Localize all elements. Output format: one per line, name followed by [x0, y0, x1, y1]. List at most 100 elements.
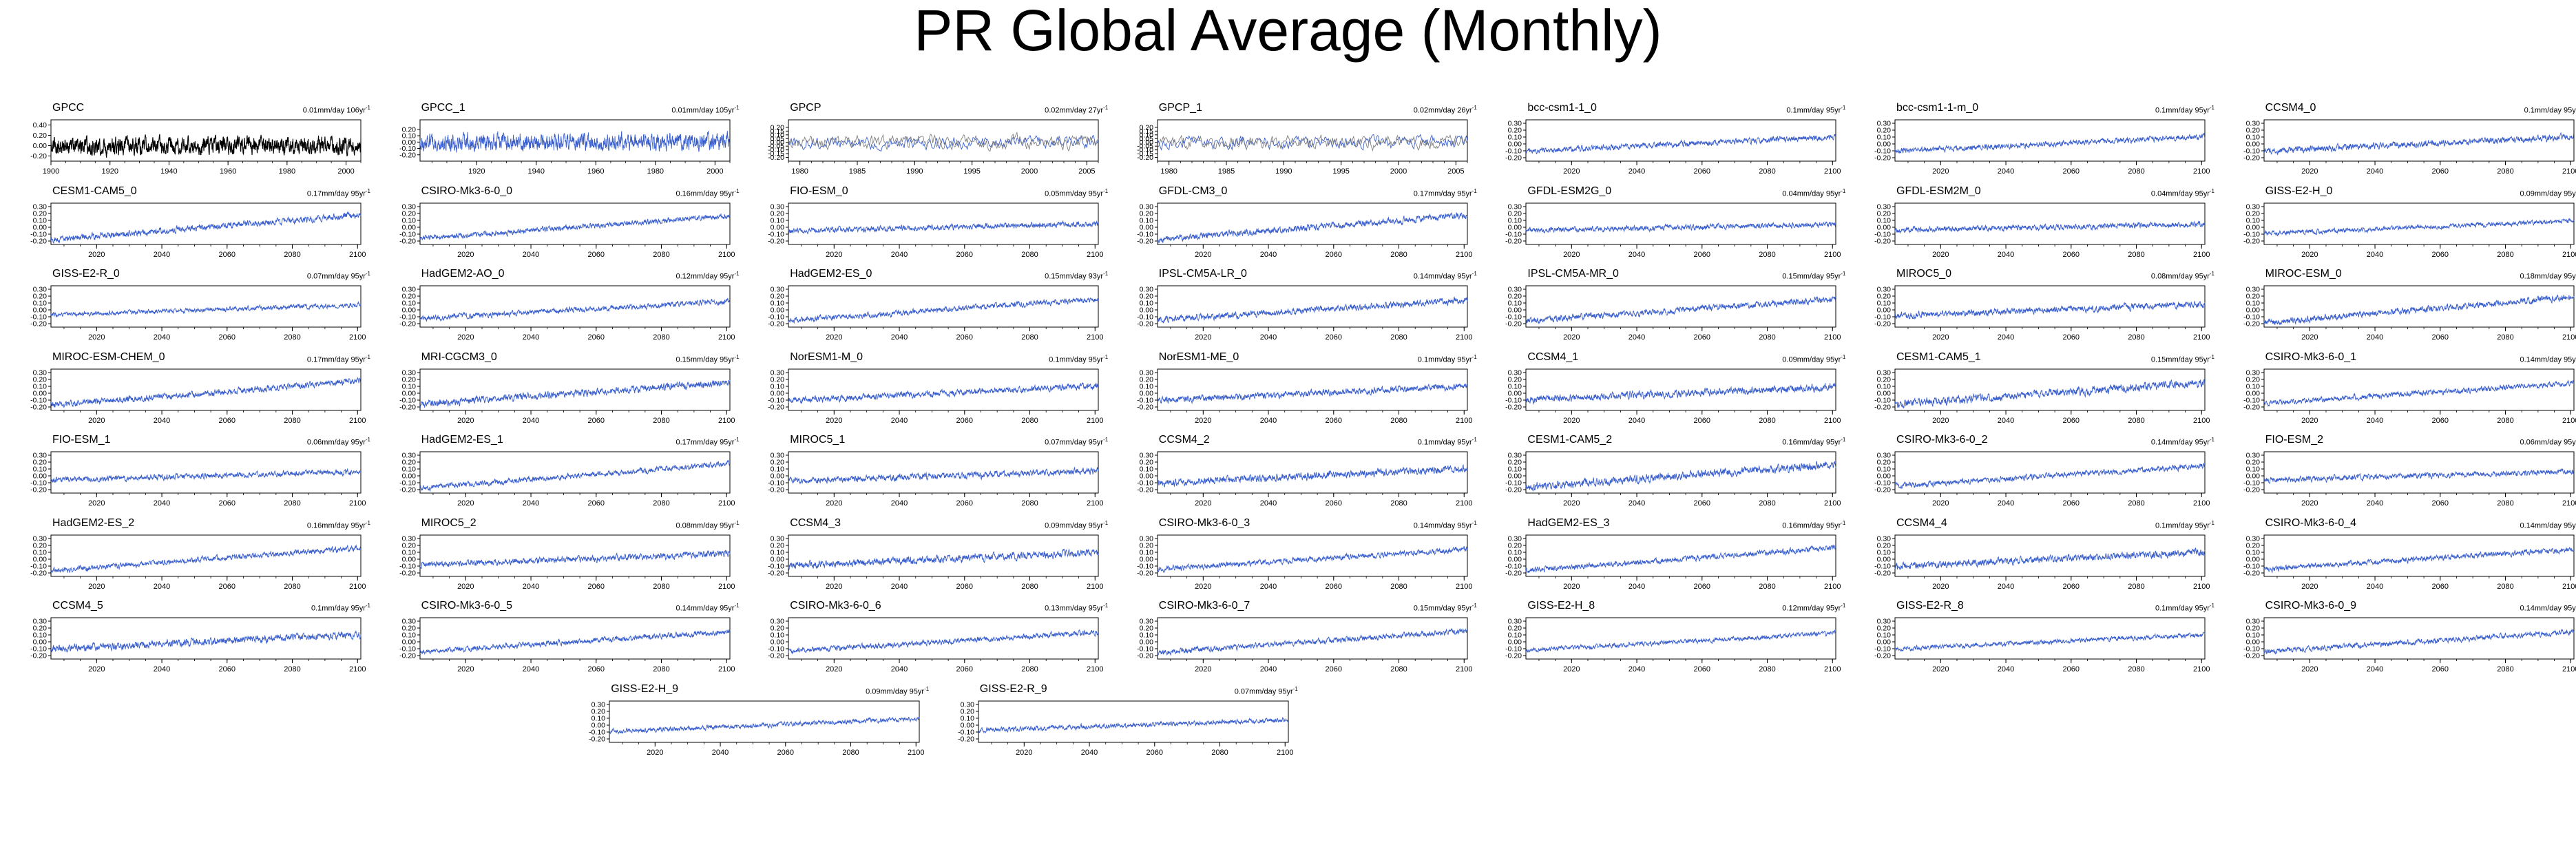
- chart-panel: GISS-E2-R_0 0.07mm/day 95yr-1 0.30 0.20 0.10…: [28, 268, 379, 353]
- y-tick-label: 0.20: [401, 209, 416, 218]
- series-line: [1894, 220, 2206, 234]
- y-tick-label: 0.30: [2245, 286, 2260, 294]
- y-tick-label: 0.30: [1139, 534, 1153, 543]
- y-tick-label: 0.20: [1877, 541, 1892, 550]
- y-tick-label: 0.10: [771, 631, 785, 640]
- y-tick-label: 0.00: [1877, 140, 1892, 149]
- x-tick-label: 2040: [1629, 583, 1645, 591]
- y-tick-label: 0.10: [1139, 631, 1153, 640]
- panel-trend-label: 0.09mm/day 95yr-1: [1782, 353, 1845, 365]
- panel-plot: 0.300.200.100.00-0.10-0.20 2020 2040 2060 20…: [958, 700, 1293, 757]
- panel-trend-label: 0.1mm/day 95yr-1: [1049, 353, 1108, 365]
- chart-panel: GPCP 0.02mm/day 27yr-1 0.20 0.15 0.10 0.05 0.0…: [765, 102, 1116, 187]
- x-tick-label: 2080: [284, 665, 300, 673]
- x-tick-label: 2040: [1629, 665, 1645, 673]
- y-tick-label: -0.10: [1137, 313, 1153, 322]
- panel-title: CESM1-CAM5_1: [1896, 351, 1981, 363]
- trend-exponent: -1: [365, 353, 370, 360]
- y-tick-label: -0.10: [768, 230, 784, 238]
- panel-plot: 0.200.150.100.050.00-0.05-0.10-0.15-0.20…: [1137, 119, 1468, 176]
- x-tick-label: 2040: [1998, 583, 2014, 591]
- x-tick-label: 2020: [457, 665, 474, 673]
- x-tick-label: 2020: [1563, 417, 1580, 425]
- y-tick-label: 0.10: [1139, 382, 1153, 390]
- y-tick-label: -0.20: [30, 569, 47, 577]
- chart-panel: HadGEM2-ES_2 0.16mm/day 95yr-1 0.30 0.20 0.1…: [28, 517, 379, 603]
- y-tick-label: 0.00: [2245, 223, 2260, 231]
- x-tick-label: 2040: [1629, 417, 1645, 425]
- y-tick-label: 0.20: [1139, 541, 1153, 550]
- x-tick-label: 2000: [337, 167, 354, 176]
- chart-panel: HadGEM2-ES_0 0.15mm/day 93yr-1 0.30 0.20 0.1…: [765, 268, 1116, 353]
- chart-panel: CCSM4_3 0.09mm/day 95yr-1 0.30 0.20 0.10 0.00…: [765, 517, 1116, 603]
- x-tick-label: 2020: [826, 499, 842, 508]
- plot-frame: [2263, 534, 2575, 576]
- x-tick-label: 2080: [2497, 251, 2513, 259]
- x-tick-label: 2100: [349, 417, 366, 425]
- y-tick-label: 0.00: [1877, 555, 1892, 563]
- x-tick-label: 2040: [154, 333, 170, 342]
- y-tick-label: 0.00: [2245, 389, 2260, 397]
- panel-trend-label: 0.16mm/day 95yr-1: [1782, 519, 1845, 531]
- y-tick-label: 0.10: [1877, 631, 1892, 640]
- trend-exponent: -1: [734, 519, 740, 526]
- panel-plot: 0.300.200.100.00-0.10-0.20 2020 2040 2060 20…: [1874, 534, 2210, 591]
- y-tick-label: 0.10: [2245, 466, 2260, 474]
- x-tick-label: 2040: [1629, 251, 1645, 259]
- plot-frame: [1157, 285, 1468, 328]
- y-tick-label: -0.10: [1874, 230, 1891, 238]
- plot-frame: [1157, 534, 1468, 576]
- plot-frame: [50, 368, 362, 410]
- trend-value: 0.16mm/day 95yr: [1782, 438, 1841, 447]
- chart-panel: MIROC5_1 0.07mm/day 95yr-1 0.30 0.20 0.10 0.0…: [765, 434, 1116, 519]
- y-tick-label: -0.20: [1137, 403, 1153, 411]
- x-tick-label: 1980: [1160, 167, 1177, 176]
- y-tick-label: 0.10: [771, 548, 785, 556]
- x-tick-label: 2020: [1195, 583, 1211, 591]
- x-tick-label: 2060: [1325, 417, 1341, 425]
- y-tick-label: 0.30: [2245, 618, 2260, 626]
- x-tick-label: 2100: [1456, 583, 1472, 591]
- x-tick-label: 2020: [1195, 417, 1211, 425]
- x-tick-label: 2080: [1390, 417, 1407, 425]
- x-tick-label: 2100: [2562, 417, 2576, 425]
- y-tick-label: 0.00: [2245, 638, 2260, 647]
- trend-exponent: -1: [2209, 437, 2214, 443]
- x-tick-label: 2080: [2497, 417, 2513, 425]
- y-tick-label: 0.00: [2245, 306, 2260, 315]
- x-tick-label: 2060: [1694, 333, 1710, 342]
- trend-value: 0.1mm/day 95yr: [2155, 521, 2210, 530]
- y-tick-label: -0.20: [399, 237, 416, 245]
- y-tick-label: 0.10: [401, 548, 416, 556]
- panel-title: FIO-ESM_1: [52, 434, 111, 446]
- x-tick-label: 2060: [2431, 333, 2448, 342]
- y-tick-label: 0.20: [33, 375, 48, 384]
- x-tick-label: 2040: [712, 749, 729, 757]
- x-tick-label: 2100: [1456, 251, 1472, 259]
- trend-exponent: -1: [734, 105, 740, 111]
- x-tick-label: 2020: [2301, 665, 2318, 673]
- series-line: [2263, 546, 2575, 574]
- y-tick-label: 0.10: [401, 132, 416, 140]
- x-tick-label: 2040: [154, 499, 170, 508]
- y-tick-label: 0.10: [1508, 548, 1522, 556]
- panel-plot: 0.300.200.100.00-0.10-0.20 2020 2040 2060 20…: [1137, 534, 1472, 591]
- trend-value: 0.01mm/day 105yr: [671, 106, 735, 115]
- trend-value: 0.08mm/day 95yr: [676, 521, 735, 530]
- y-tick-label: 0.20: [771, 375, 785, 384]
- panel-trend-label: 0.15mm/day 95yr-1: [1782, 269, 1845, 282]
- y-tick-label: 0.20: [1139, 123, 1153, 132]
- y-tick-label: 0.30: [771, 452, 785, 460]
- chart-panel: CCSM4_2 0.1mm/day 95yr-1 0.30 0.20 0.10 0.00-…: [1134, 434, 1485, 519]
- series-line: [788, 629, 1099, 654]
- y-tick-label: -0.20: [399, 652, 416, 660]
- trend-value: 0.04mm/day 95yr: [2150, 189, 2210, 198]
- plot-frame: [788, 368, 1099, 410]
- y-tick-label: -0.20: [2243, 237, 2260, 245]
- x-tick-label: 2020: [1195, 333, 1211, 342]
- y-tick-label: 0.30: [2245, 452, 2260, 460]
- y-tick-label: -0.10: [399, 645, 416, 654]
- y-tick-label: -0.10: [2243, 230, 2260, 238]
- y-tick-label: -0.20: [1137, 320, 1153, 328]
